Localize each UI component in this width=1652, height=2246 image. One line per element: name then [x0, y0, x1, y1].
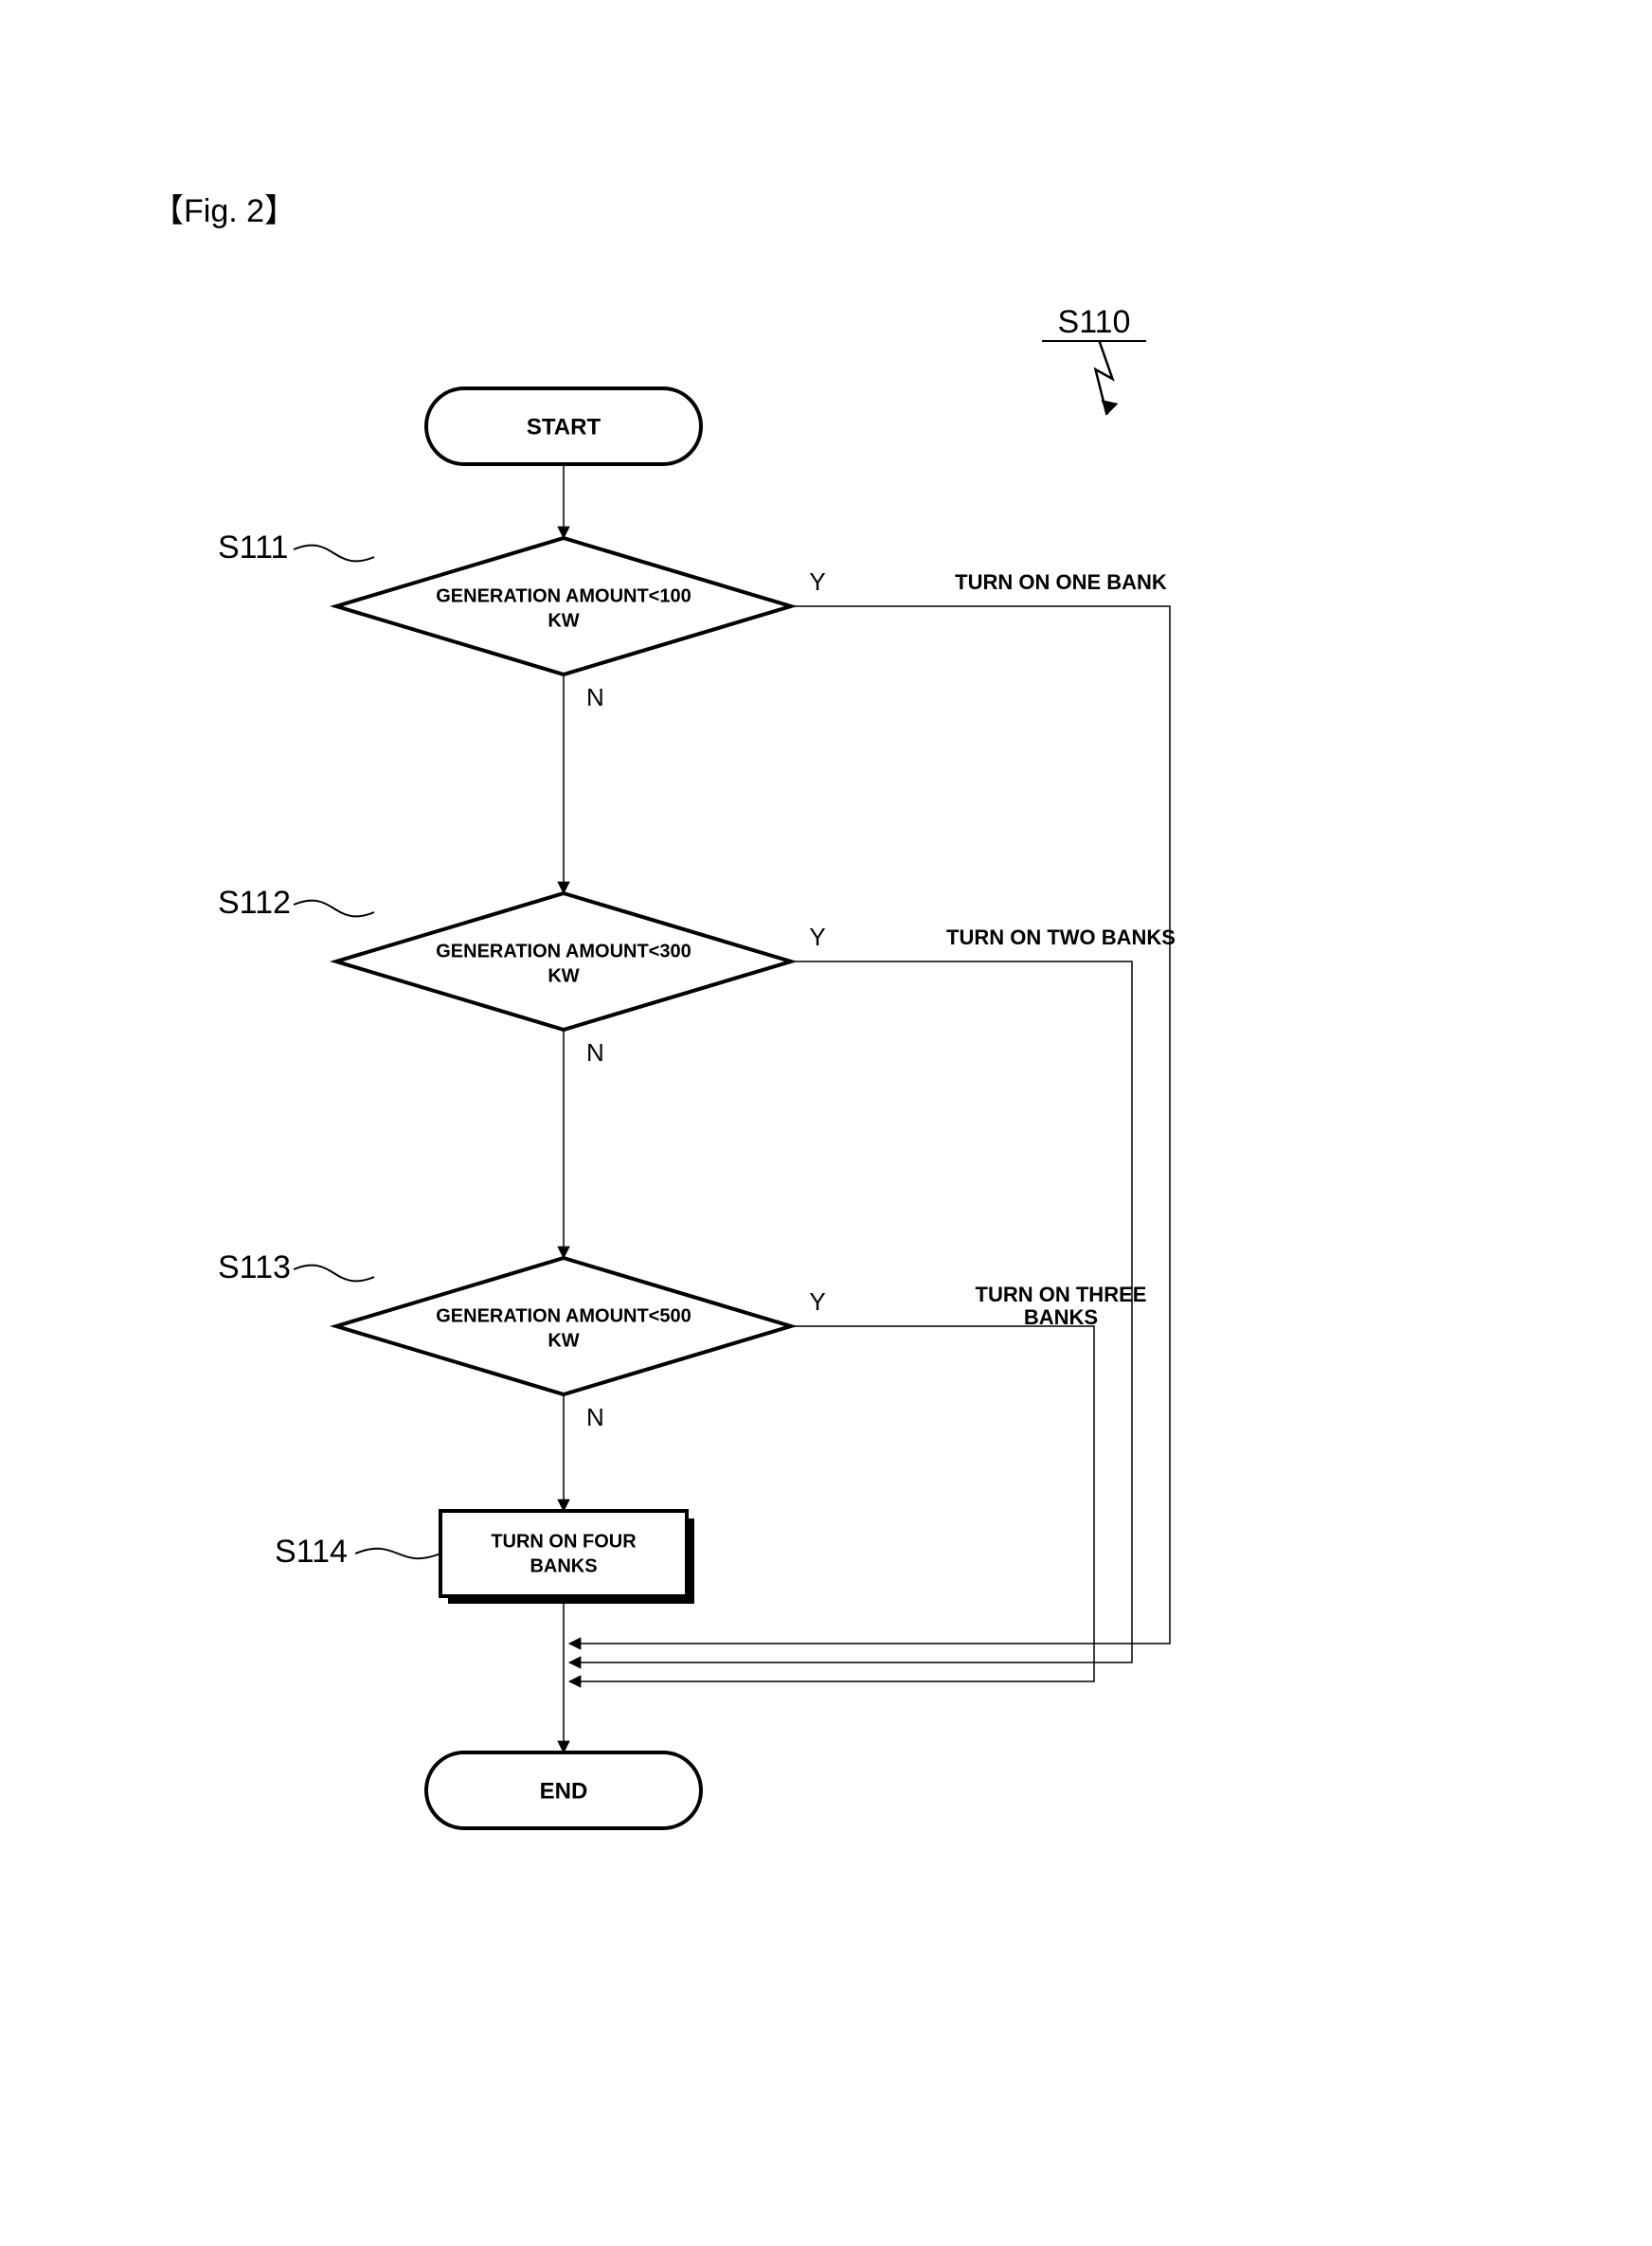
decision-3-text1: GENERATION AMOUNT<500	[436, 1305, 691, 1326]
decision-2-text1: GENERATION AMOUNT<300	[436, 941, 691, 961]
flowchart: 【Fig. 2】 S110 START GENERATION AMOUNT<100 KW…	[0, 0, 1652, 2246]
yes-action-2: TURN ON TWO BANKS	[946, 925, 1176, 949]
figure-label: 【Fig. 2】	[152, 193, 296, 229]
yes-action-1: TURN ON ONE BANK	[955, 570, 1167, 594]
no-label-3: N	[586, 1403, 604, 1431]
yes-action-3-l1: TURN ON THREE	[976, 1283, 1147, 1306]
reference-label: S110	[1058, 304, 1131, 340]
decision-1-text2: KW	[548, 610, 579, 631]
process-s114-text1: TURN ON FOUR	[491, 1531, 637, 1552]
no-label-1: N	[586, 683, 604, 711]
start-terminator-label: START	[527, 414, 602, 440]
step-label-S112: S112	[218, 885, 291, 921]
yes-label-3: Y	[809, 1287, 825, 1316]
yes-label-2: Y	[809, 923, 825, 951]
step-label-S114: S114	[275, 1534, 348, 1570]
no-label-2: N	[586, 1038, 604, 1067]
decision-1-text1: GENERATION AMOUNT<100	[436, 585, 691, 606]
reference-arrow-icon	[1102, 400, 1119, 415]
step-label-S113: S113	[218, 1249, 291, 1285]
decision-3-text2: KW	[548, 1330, 579, 1351]
process-s114-text2: BANKS	[530, 1555, 597, 1576]
yes-action-3-l2: BANKS	[1024, 1305, 1098, 1329]
process-s114	[440, 1511, 687, 1596]
yes-label-1: Y	[809, 567, 825, 596]
decision-2-text2: KW	[548, 965, 579, 986]
step-label-S111: S111	[218, 530, 288, 566]
end-terminator-label: END	[540, 1778, 588, 1804]
